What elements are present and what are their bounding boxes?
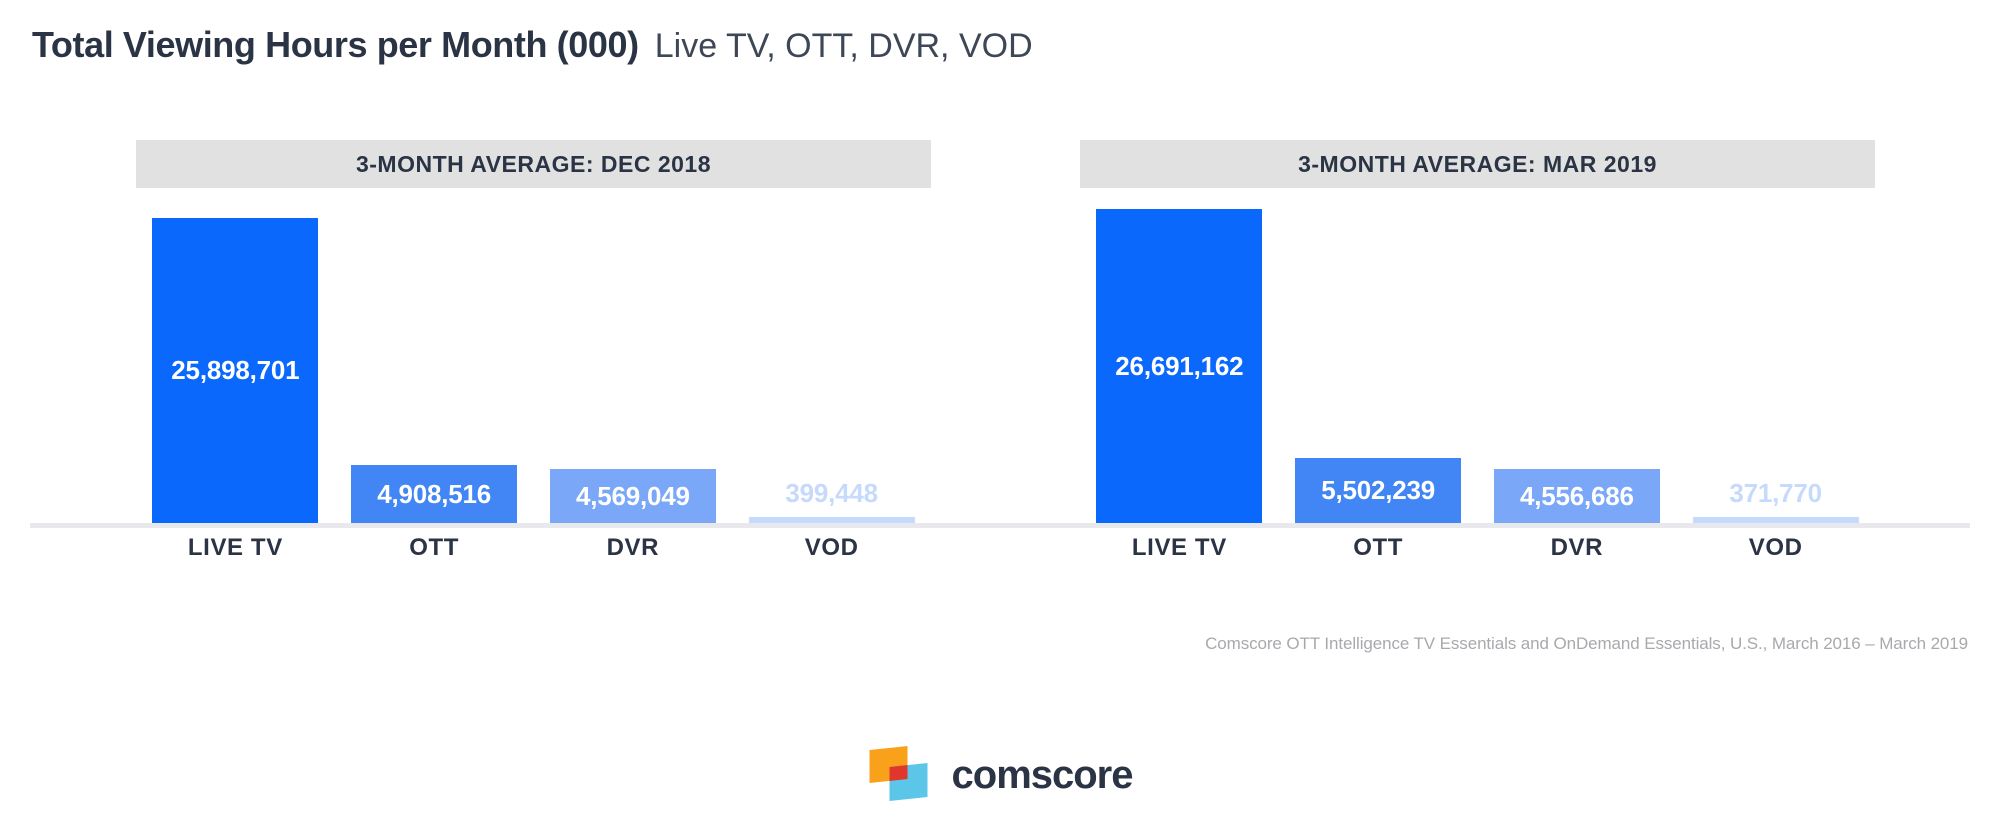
plot-area-mar-2019: 26,691,162 5,502,239 4,556,686 371,770: [1080, 188, 1875, 523]
category-label-ott: OTT: [1353, 534, 1404, 561]
category-label-live-tv: LIVE TV: [187, 534, 283, 561]
bar-dvr[interactable]: 4,569,049: [549, 469, 716, 523]
comscore-wordmark: comscore: [951, 752, 1134, 797]
bar-vod[interactable]: 399,448: [748, 478, 915, 523]
category-label-live-tv: LIVE TV: [1131, 534, 1227, 561]
bar-ott[interactable]: 4,908,516: [351, 465, 518, 523]
bar-ott[interactable]: 5,502,239: [1295, 458, 1462, 523]
plot-area-dec-2018: 25,898,701 4,908,516 4,569,049 399,448: [136, 188, 931, 523]
bar-slot-dvr: 4,556,686: [1478, 188, 1677, 523]
axis-baseline: [30, 523, 1970, 528]
panel-header-label: 3-MONTH AVERAGE: MAR 2019: [1298, 150, 1657, 177]
chart-panel-dec-2018: 3-MONTH AVERAGE: DEC 2018 25,898,701 4,9…: [136, 140, 931, 561]
bar-slot-dvr: 4,569,049: [534, 188, 733, 523]
bar-dvr[interactable]: 4,556,686: [1493, 469, 1660, 523]
title-subtitle: Live TV, OTT, DVR, VOD: [654, 27, 1033, 65]
bar-slot-ott: 4,908,516: [335, 188, 534, 523]
category-labels-dec-2018: LIVE TV OTT DVR VOD: [136, 523, 931, 573]
bar-slot-live-tv: 26,691,162: [1080, 188, 1279, 523]
category-label-vod: VOD: [1748, 534, 1803, 561]
bar-value-ott: 4,908,516: [377, 478, 492, 509]
bar-live-tv[interactable]: 25,898,701: [152, 218, 319, 523]
category-labels-mar-2019: LIVE TV OTT DVR VOD: [1080, 523, 1875, 573]
comscore-logo-icon: [869, 746, 928, 801]
bar-vod[interactable]: 371,770: [1692, 478, 1859, 523]
title-main: Total Viewing Hours per Month (000): [32, 24, 639, 65]
page-title: Total Viewing Hours per Month (000) Live…: [32, 24, 1033, 66]
category-label-dvr: DVR: [1550, 534, 1604, 561]
bar-slot-ott: 5,502,239: [1279, 188, 1478, 523]
category-label-dvr: DVR: [606, 534, 660, 561]
bar-value-vod: 399,448: [785, 478, 878, 508]
bar-slot-vod: 399,448: [732, 188, 931, 523]
comscore-logo: comscore: [868, 745, 1133, 805]
panel-header-mar-2019: 3-MONTH AVERAGE: MAR 2019: [1080, 140, 1875, 188]
bar-value-vod: 371,770: [1729, 478, 1822, 508]
bar-slot-live-tv: 25,898,701: [136, 188, 335, 523]
category-label-vod: VOD: [804, 534, 859, 561]
chart-panel-mar-2019: 3-MONTH AVERAGE: MAR 2019 26,691,162 5,5…: [1080, 140, 1875, 561]
chart-panels: 3-MONTH AVERAGE: DEC 2018 25,898,701 4,9…: [0, 140, 2000, 561]
bar-live-tv[interactable]: 26,691,162: [1096, 209, 1263, 523]
bar-value-dvr: 4,556,686: [1519, 480, 1634, 511]
panel-header-dec-2018: 3-MONTH AVERAGE: DEC 2018: [136, 140, 931, 188]
bar-value-dvr: 4,569,049: [575, 480, 690, 511]
bar-value-live-tv: 25,898,701: [171, 355, 300, 385]
bar-value-live-tv: 26,691,162: [1115, 350, 1244, 381]
bar-value-ott: 5,502,239: [1321, 475, 1436, 505]
category-label-ott: OTT: [409, 534, 460, 561]
bar-slot-vod: 371,770: [1676, 188, 1875, 523]
source-note: Comscore OTT Intelligence TV Essentials …: [1205, 634, 1968, 653]
panel-header-label: 3-MONTH AVERAGE: DEC 2018: [355, 150, 711, 177]
